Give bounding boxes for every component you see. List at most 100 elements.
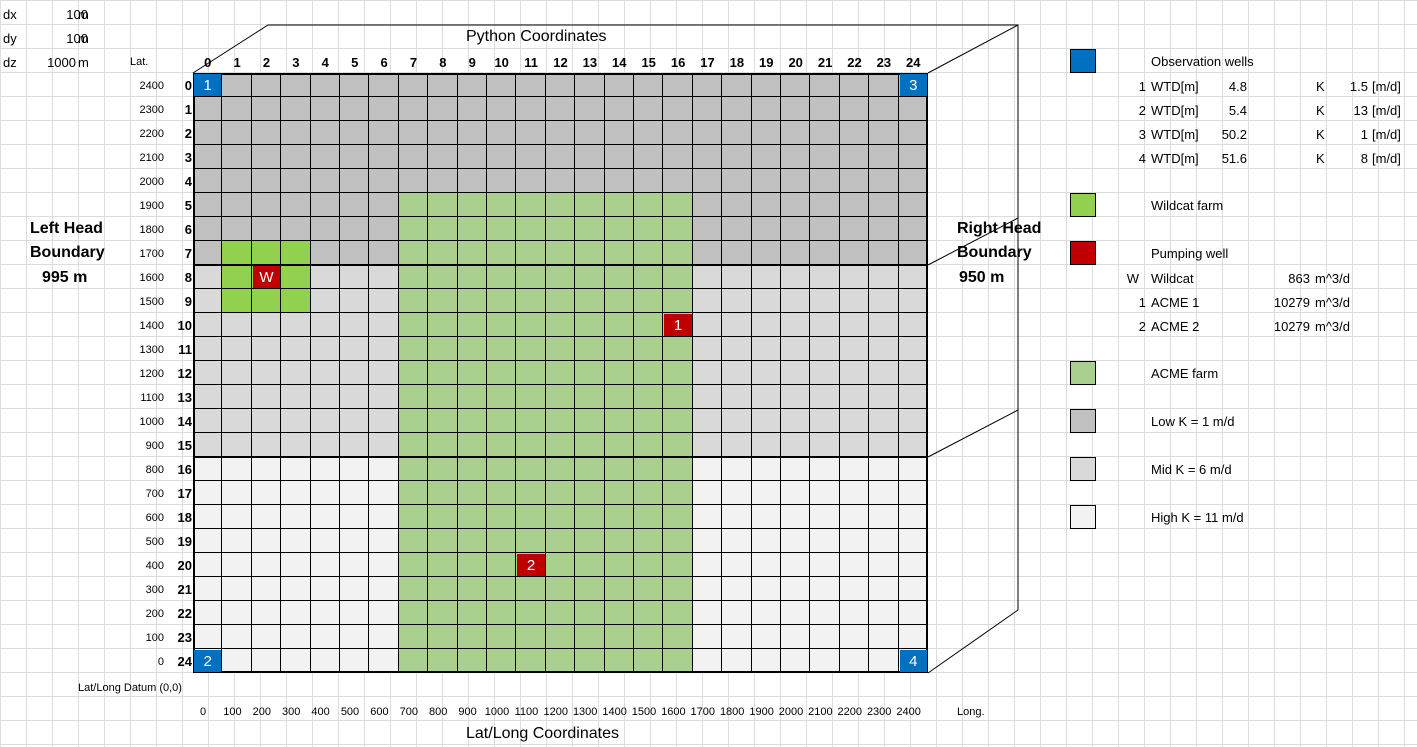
grid-cell [222, 361, 252, 385]
grid-cell [575, 361, 605, 385]
column-header: 20 [788, 55, 803, 70]
grid-cell [692, 601, 723, 625]
grid-cell [251, 361, 282, 385]
grid-cell [692, 241, 723, 265]
grid-cell [310, 433, 340, 457]
grid-cell [634, 265, 664, 289]
row-header: 2 [184, 126, 192, 141]
grid-cell [516, 313, 546, 337]
grid-cell [516, 121, 546, 145]
long-label: 1100 [514, 706, 539, 718]
obs-wtd-label: WTD[m] [1151, 103, 1199, 118]
grid-cell [604, 313, 634, 337]
grid-cell [516, 577, 546, 601]
grid-cell [398, 529, 429, 553]
grid-cell [281, 625, 311, 649]
grid-cell [751, 625, 781, 649]
grid-cell [722, 145, 752, 169]
grid-cell [428, 73, 458, 97]
grid-cell [722, 97, 752, 121]
grid-cell [281, 553, 311, 577]
grid-cell [310, 337, 340, 361]
grid-cell [575, 145, 605, 169]
long-label: 200 [252, 706, 271, 718]
grid-cell [222, 97, 252, 121]
grid-cell [839, 145, 870, 169]
column-header: 16 [670, 55, 686, 70]
grid-cell [692, 649, 723, 673]
grid-cell [839, 409, 870, 433]
grid-cell [869, 433, 899, 457]
grid-cell [869, 193, 899, 217]
grid-cell [781, 193, 811, 217]
grid-cell [516, 217, 546, 241]
grid-cell [457, 193, 487, 217]
grid-cell [545, 529, 576, 553]
grid-cell [751, 169, 781, 193]
grid-cell [281, 241, 311, 265]
grid-cell [810, 529, 840, 553]
grid-cell [222, 505, 252, 529]
grid-cell [575, 481, 605, 505]
grid-cell [251, 625, 282, 649]
grid-cell [545, 505, 576, 529]
lat-label: 1700 [139, 248, 164, 260]
grid-cell [398, 433, 429, 457]
grid-cell [251, 529, 282, 553]
grid-cell [692, 97, 723, 121]
grid-cell [575, 169, 605, 193]
grid-cell [457, 241, 487, 265]
lat-label: 1200 [139, 368, 164, 380]
grid-cell [340, 265, 370, 289]
grid-cell [281, 97, 311, 121]
grid-cell [340, 289, 370, 313]
grid-cell [781, 433, 811, 457]
grid-cell [545, 73, 576, 97]
grid-cell [222, 577, 252, 601]
obs-wtd-label: WTD[m] [1151, 79, 1199, 94]
grid-cell [604, 577, 634, 601]
grid-cell [251, 193, 282, 217]
long-label: 1200 [543, 706, 569, 718]
zone-divider-low-mid [193, 264, 928, 266]
grid-cell [487, 145, 517, 169]
grid-cell [516, 433, 546, 457]
grid-cell [781, 649, 811, 673]
right-boundary-line1: Right Head [957, 220, 1042, 237]
long-label: 1300 [572, 706, 598, 718]
right-boundary-line2: Boundary [957, 244, 1032, 261]
lat-label: 2100 [139, 152, 164, 164]
grid-cell [839, 313, 870, 337]
grid-cell [692, 385, 723, 409]
grid-cell [545, 97, 576, 121]
grid-cell [634, 385, 664, 409]
row-header: 20 [177, 558, 192, 573]
grid-cell [545, 481, 576, 505]
grid-cell [457, 409, 487, 433]
grid-cell [398, 97, 429, 121]
row-header: 23 [177, 630, 192, 645]
grid-cell [839, 577, 870, 601]
grid-cell [281, 481, 311, 505]
grid-cell [604, 193, 634, 217]
grid-cell [340, 553, 370, 577]
grid-cell [222, 169, 252, 193]
lat-label: 1100 [140, 392, 164, 404]
grid-cell [692, 193, 723, 217]
grid-cell [222, 193, 252, 217]
grid-cell [193, 601, 223, 625]
grid-cell [781, 625, 811, 649]
grid-cell [310, 289, 340, 313]
grid-cell [781, 313, 811, 337]
grid-cell [751, 601, 781, 625]
grid-cell [369, 337, 399, 361]
grid-cell [222, 241, 252, 265]
grid-cell [487, 337, 517, 361]
grid-cell [634, 577, 664, 601]
obs-k: 1.5 [1349, 79, 1368, 94]
grid-cell [487, 433, 517, 457]
grid-cell [604, 145, 634, 169]
grid-cell [487, 361, 517, 385]
grid-cell [722, 217, 752, 241]
